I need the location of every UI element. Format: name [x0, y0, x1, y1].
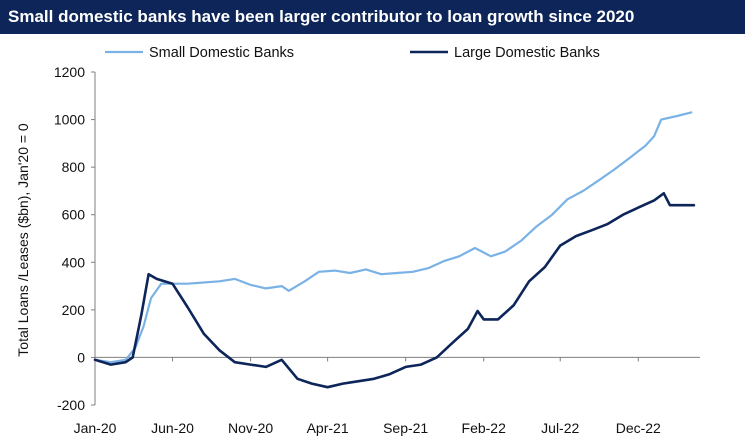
legend-label: Large Domestic Banks: [454, 45, 600, 61]
series-line-large-domestic-banks: [93, 192, 696, 389]
legend: Small Domestic Banks Large Domestic Banks: [105, 45, 600, 61]
y-tick-label: -200: [57, 397, 85, 413]
x-tick-label: Jan-20: [74, 420, 117, 436]
x-axis: Jan-20 Jun-20 Nov-20 Apr-21 Sep-21 Feb-22 Jul-…: [74, 356, 700, 436]
series-line-small-domestic-banks: [93, 111, 693, 364]
series-layer: [93, 111, 696, 389]
chart-title: Small domestic banks have been larger co…: [0, 0, 745, 34]
y-tick-label: 1200: [54, 64, 85, 80]
x-tick-label: Feb-22: [462, 420, 507, 436]
x-tick-label: Nov-20: [228, 420, 273, 436]
y-tick-label: 0: [77, 349, 85, 365]
y-tick-label: 1000: [54, 112, 85, 128]
y-tick-label: 600: [62, 207, 86, 223]
y-axis-title: Total Loans /Leases ($bn), Jan'20 = 0: [15, 123, 31, 357]
x-tick-label: Dec-22: [616, 420, 661, 436]
y-axis: -200 0 200 400 600 800 1000 1200: [54, 64, 96, 413]
y-tick-label: 800: [62, 159, 86, 175]
y-tick-label: 200: [62, 302, 86, 318]
y-tick-label: 400: [62, 254, 86, 270]
x-tick-label: Sep-21: [383, 420, 428, 436]
x-tick-label: Jul-22: [541, 420, 579, 436]
x-tick-label: Apr-21: [307, 420, 349, 436]
x-tick-label: Jun-20: [151, 420, 194, 436]
legend-label: Small Domestic Banks: [149, 45, 294, 61]
